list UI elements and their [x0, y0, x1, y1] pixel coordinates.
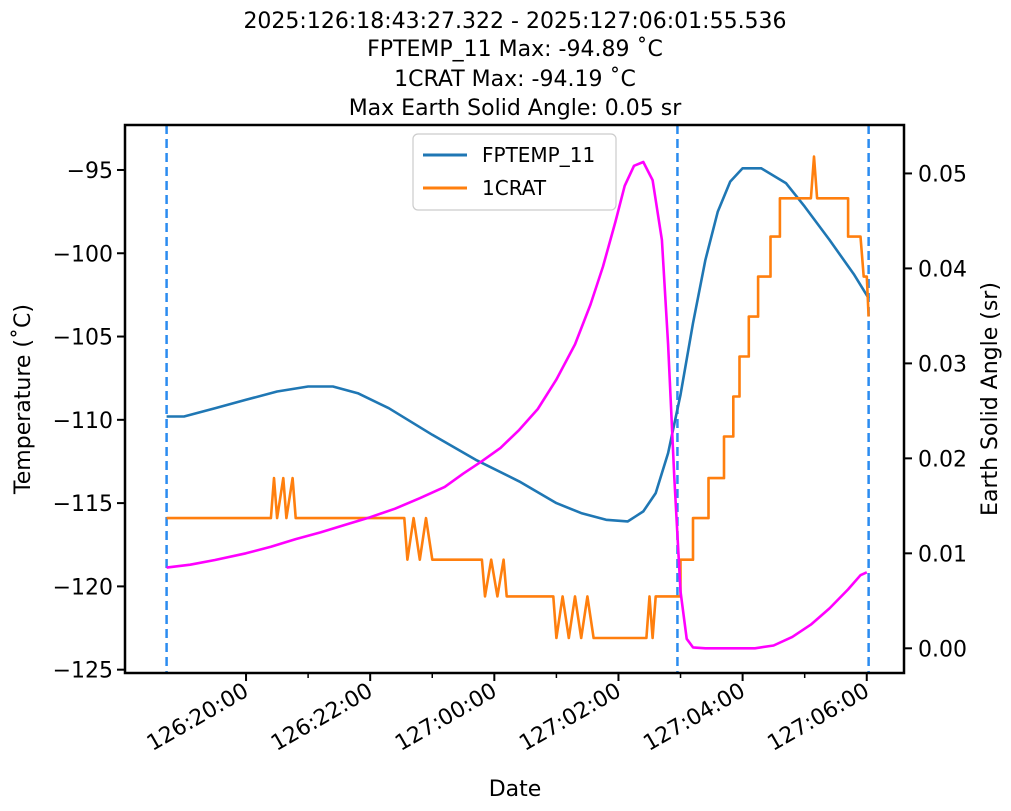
x-tick-label: 126:22:00 — [267, 679, 377, 757]
series-line-earth-solid-angle — [166, 160, 868, 650]
y2-tick-label: 0.02 — [918, 447, 967, 472]
title-line-3: 1CRAT Max: -94.19 ˚C — [394, 67, 636, 92]
y-tick-label: −110 — [53, 409, 113, 434]
y-tick-label: −120 — [53, 575, 113, 600]
y-tick-label: −100 — [53, 242, 113, 267]
x-tick-label: 127:02:00 — [515, 679, 625, 757]
series-line-1crat — [166, 155, 870, 640]
title-line-1: 2025:126:18:43:27.322 - 2025:127:06:01:5… — [243, 9, 786, 34]
y-tick-label: −115 — [53, 492, 113, 517]
legend-label-fptemp: FPTEMP_11 — [482, 143, 595, 167]
x-tick-label: 127:06:00 — [764, 679, 874, 757]
series-line-fptemp-11 — [166, 167, 870, 523]
legend-box — [412, 133, 617, 211]
chart-title: 2025:126:18:43:27.322 - 2025:127:06:01:5… — [243, 9, 786, 121]
legend: FPTEMP_11 1CRAT — [412, 133, 617, 211]
x-tick-label: 127:00:00 — [391, 679, 501, 757]
x-axis-label: Date — [489, 777, 542, 802]
y-tick-label: −105 — [53, 326, 113, 351]
x-axis: 126:20:00 126:22:00 127:00:00 127:02:00 127:… — [143, 673, 874, 757]
y-tick-label: −125 — [53, 659, 113, 684]
title-line-4: Max Earth Solid Angle: 0.05 sr — [349, 96, 683, 121]
legend-label-1crat: 1CRAT — [482, 176, 547, 200]
y2-tick-label: 0.00 — [918, 637, 967, 662]
y2-tick-label: 0.04 — [918, 257, 967, 282]
title-line-2: FPTEMP_11 Max: -94.89 ˚C — [367, 37, 663, 62]
y-axis-right: 0.00 0.01 0.02 0.03 0.04 0.05 — [904, 162, 967, 662]
y2-tick-label: 0.05 — [918, 162, 967, 187]
y-axis-left: −95 −100 −105 −110 −115 −120 −125 — [53, 159, 125, 684]
y-tick-label: −95 — [67, 159, 113, 184]
y2-axis-label: Earth Solid Angle (sr) — [978, 282, 1003, 516]
vertical-markers — [165, 125, 870, 673]
x-tick-label: 127:04:00 — [639, 679, 749, 757]
y2-tick-label: 0.03 — [918, 352, 967, 377]
series-lines — [166, 155, 870, 650]
x-tick-label: 126:20:00 — [143, 679, 253, 757]
y2-tick-label: 0.01 — [918, 542, 967, 567]
plot-frame — [123, 123, 906, 675]
y-axis-label: Temperature (˚C) — [11, 304, 36, 495]
